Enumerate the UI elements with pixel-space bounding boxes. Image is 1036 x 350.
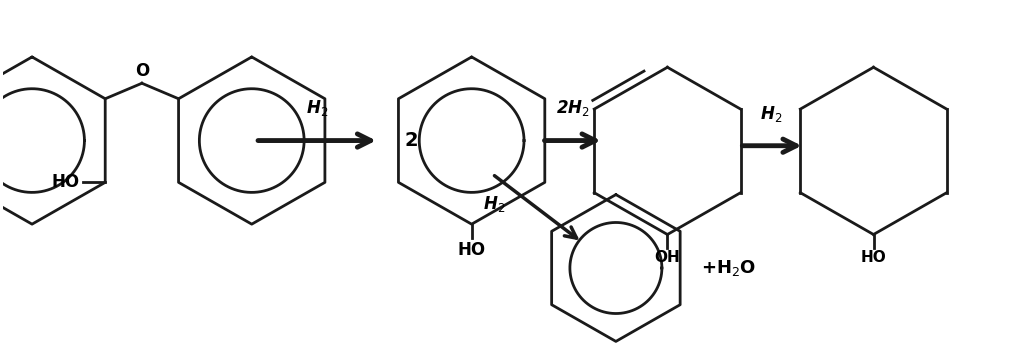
Text: +H$_2$O: +H$_2$O (701, 258, 756, 278)
Text: OH: OH (655, 250, 681, 265)
Text: HO: HO (52, 173, 80, 191)
Text: O: O (135, 62, 149, 80)
Text: H$_2$: H$_2$ (306, 98, 328, 118)
Text: HO: HO (861, 250, 887, 265)
Text: H$_2$: H$_2$ (484, 194, 506, 214)
Text: HO: HO (458, 241, 486, 259)
Text: 2: 2 (404, 131, 418, 150)
Text: H$_2$: H$_2$ (760, 104, 782, 124)
Text: 2H$_2$: 2H$_2$ (555, 98, 589, 118)
